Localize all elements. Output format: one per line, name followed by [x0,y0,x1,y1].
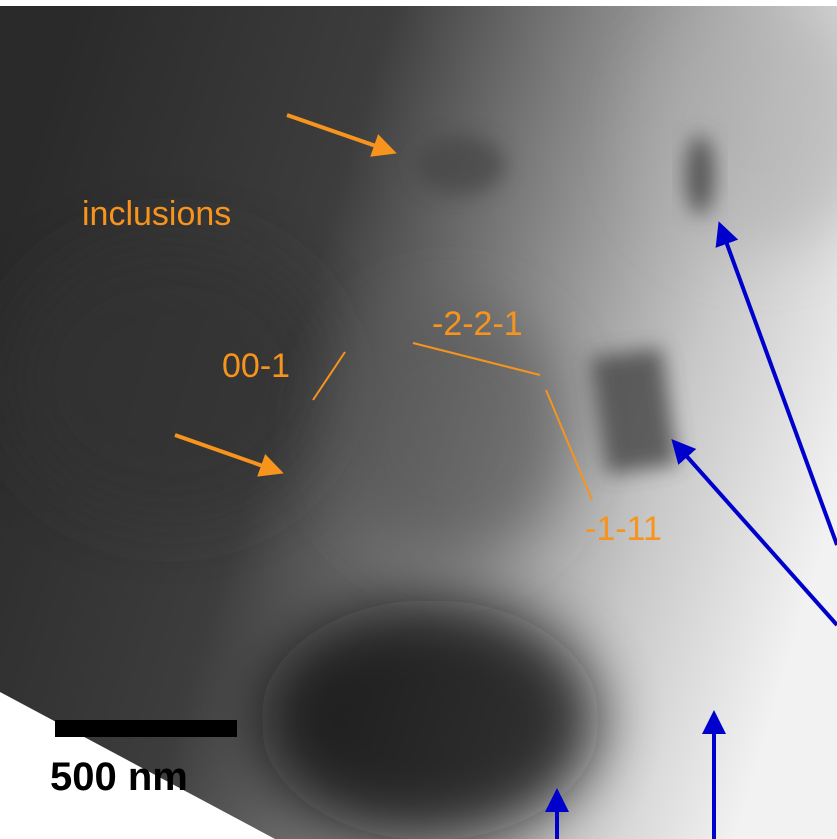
inclusions-label: inclusions [82,195,231,233]
scale-bar-label: 500 nm [50,755,188,799]
scale-bar [55,720,237,737]
micrograph-figure: inclusions 00-1 -2-2-1 -1-11 500 nm [0,0,837,839]
plane-label: 00-1 [222,347,290,385]
tem-image [0,0,837,839]
plane-label: -1-11 [585,510,662,548]
plane-label: -2-2-1 [432,305,523,343]
